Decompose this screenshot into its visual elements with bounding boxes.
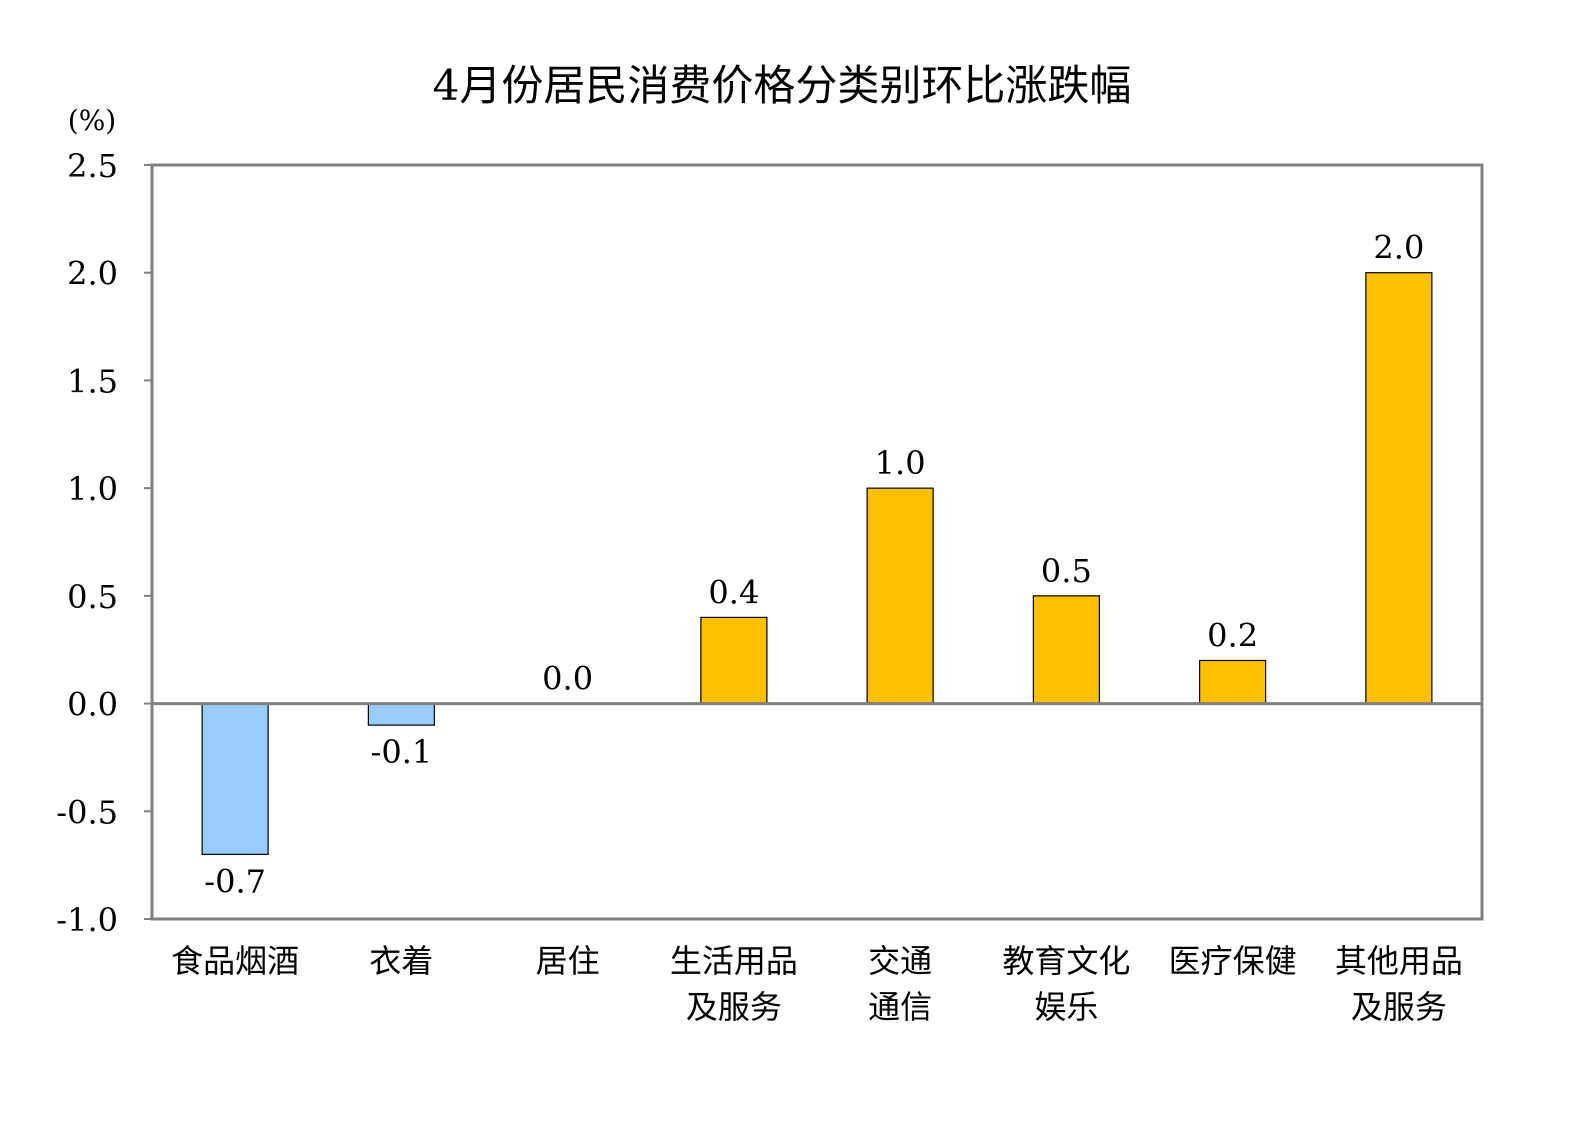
y-tick-label: 2.5 bbox=[67, 147, 118, 185]
value-label: 0.0 bbox=[542, 660, 593, 698]
x-tick-label: 居住 bbox=[536, 942, 600, 980]
x-tick-label: 教育文化 bbox=[1002, 942, 1130, 980]
bar bbox=[1199, 659, 1267, 705]
x-tick-label: 衣着 bbox=[369, 942, 433, 980]
y-tick-label: -0.5 bbox=[56, 793, 118, 831]
value-label: 0.5 bbox=[1041, 552, 1092, 590]
x-tick-label: 医疗保健 bbox=[1169, 942, 1297, 980]
y-tick-label: 0.0 bbox=[67, 686, 118, 724]
x-tick-label: 其他用品 bbox=[1335, 942, 1463, 980]
x-tick-label: 通信 bbox=[868, 988, 932, 1026]
y-axis-label: (%) bbox=[68, 104, 116, 137]
bar bbox=[367, 702, 435, 726]
y-tick-label: -1.0 bbox=[56, 901, 118, 939]
y-tick-label: 2.0 bbox=[67, 255, 118, 293]
plot-area bbox=[150, 163, 1484, 921]
value-label: 1.0 bbox=[875, 444, 926, 482]
chart-title: 4月份居民消费价格分类别环比涨跌幅 bbox=[433, 61, 1132, 110]
value-label: 2.0 bbox=[1373, 229, 1424, 267]
x-tick-label: 生活用品 bbox=[670, 942, 798, 980]
x-tick-label: 交通 bbox=[868, 942, 932, 980]
bar bbox=[1032, 595, 1100, 705]
bar bbox=[700, 616, 768, 705]
value-label: -0.1 bbox=[371, 733, 433, 771]
value-label: 0.4 bbox=[708, 573, 759, 611]
x-tick-label: 娱乐 bbox=[1034, 988, 1098, 1026]
y-tick-label: 0.5 bbox=[67, 578, 118, 616]
bar bbox=[201, 702, 269, 855]
y-tick-label: 1.0 bbox=[67, 470, 118, 508]
value-label: 0.2 bbox=[1207, 616, 1258, 654]
bar bbox=[866, 487, 934, 705]
x-tick-label: 及服务 bbox=[686, 988, 782, 1026]
x-tick-label: 食品烟酒 bbox=[171, 942, 299, 980]
value-label: -0.7 bbox=[204, 862, 266, 900]
y-tick-label: 1.5 bbox=[67, 362, 118, 400]
x-tick-label: 及服务 bbox=[1351, 988, 1447, 1026]
bar bbox=[1365, 272, 1433, 705]
